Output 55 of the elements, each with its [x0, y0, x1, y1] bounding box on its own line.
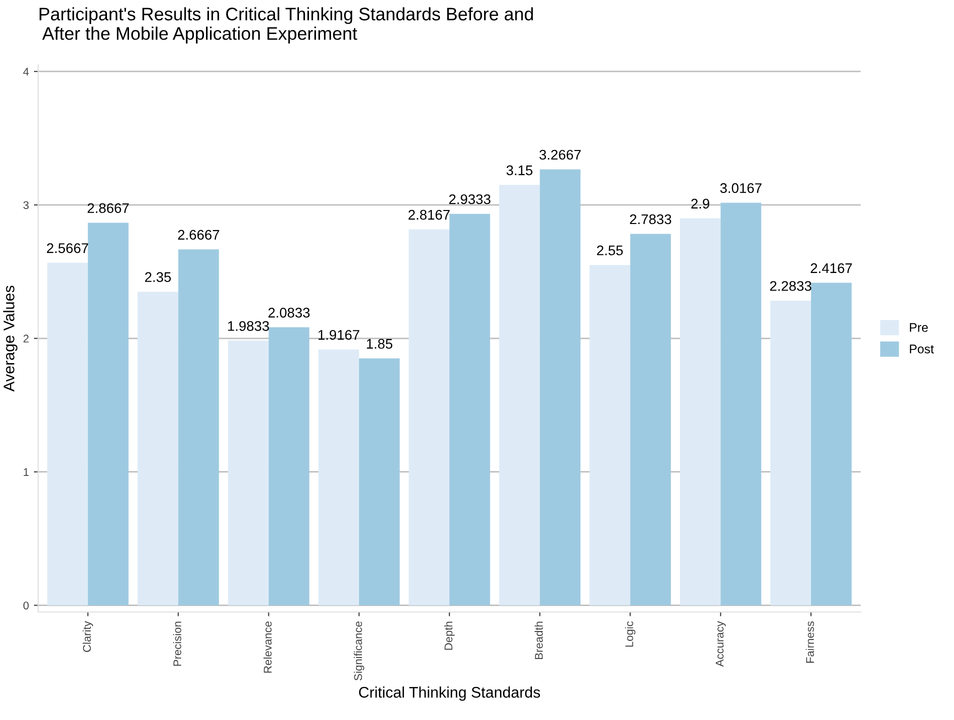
bar [810, 282, 852, 606]
bar [228, 340, 269, 606]
legend-label: Post [910, 344, 934, 354]
bar [47, 262, 88, 606]
data-label: 3.0167 [720, 183, 762, 194]
y-tick-label: 0 [23, 602, 29, 610]
x-tick-label: Accuracy [716, 621, 726, 667]
x-tick-label: Precision [173, 622, 182, 666]
bar [408, 229, 450, 606]
data-label: 2.8167 [408, 210, 450, 220]
data-label: 2.8667 [88, 203, 129, 214]
data-label: 2.7833 [630, 214, 672, 224]
bar [630, 234, 671, 606]
bar [540, 169, 580, 606]
legend-label: Pre [910, 323, 928, 332]
data-label: 1.9833 [228, 321, 269, 331]
data-label: 2.6667 [178, 230, 220, 240]
bar [590, 264, 630, 606]
data-label: 2.35 [145, 272, 171, 282]
y-tick-label: 3 [23, 201, 29, 210]
chart-title: Participant's Results in Critical Thinking Standards Before and After the Mobile Application Experiment [40, 7, 533, 44]
y-axis-title: Average Values [3, 286, 18, 392]
x-axis-title: Critical Thinking Standards [359, 686, 540, 701]
x-tick-label: Breadth [534, 622, 543, 660]
bar [318, 350, 360, 606]
y-tick-label: 1 [24, 468, 29, 476]
bar [268, 327, 310, 606]
bar [680, 218, 721, 606]
bar [138, 292, 178, 606]
bar [359, 358, 400, 606]
bar [720, 202, 762, 606]
y-tick-label: 4 [23, 68, 29, 76]
data-label: 2.2833 [770, 281, 812, 291]
data-label: 2.4167 [810, 263, 852, 274]
data-label: 1.85 [366, 338, 392, 349]
data-label: 2.0833 [268, 308, 310, 318]
x-tick-label: Clarity [82, 621, 94, 652]
data-label: 2.9333 [449, 194, 490, 204]
x-tick-label: Logic [625, 621, 636, 647]
x-tick-label: Fairness [806, 621, 814, 663]
bar [499, 184, 540, 606]
bar [770, 300, 811, 606]
data-label: 2.5667 [46, 243, 88, 254]
data-label: 2.9 [691, 198, 710, 209]
bar [88, 222, 129, 606]
data-label: 3.2667 [539, 150, 581, 160]
bar [449, 214, 490, 606]
y-tick-label: 2 [24, 334, 29, 342]
data-label: 3.15 [506, 165, 532, 176]
x-tick-label: Depth [444, 622, 455, 650]
data-label: 2.55 [597, 245, 623, 256]
data-label: 1.9167 [318, 330, 360, 340]
x-tick-label: Significance [354, 622, 364, 680]
bar [178, 249, 219, 606]
x-tick-label: Relevance [263, 622, 272, 673]
